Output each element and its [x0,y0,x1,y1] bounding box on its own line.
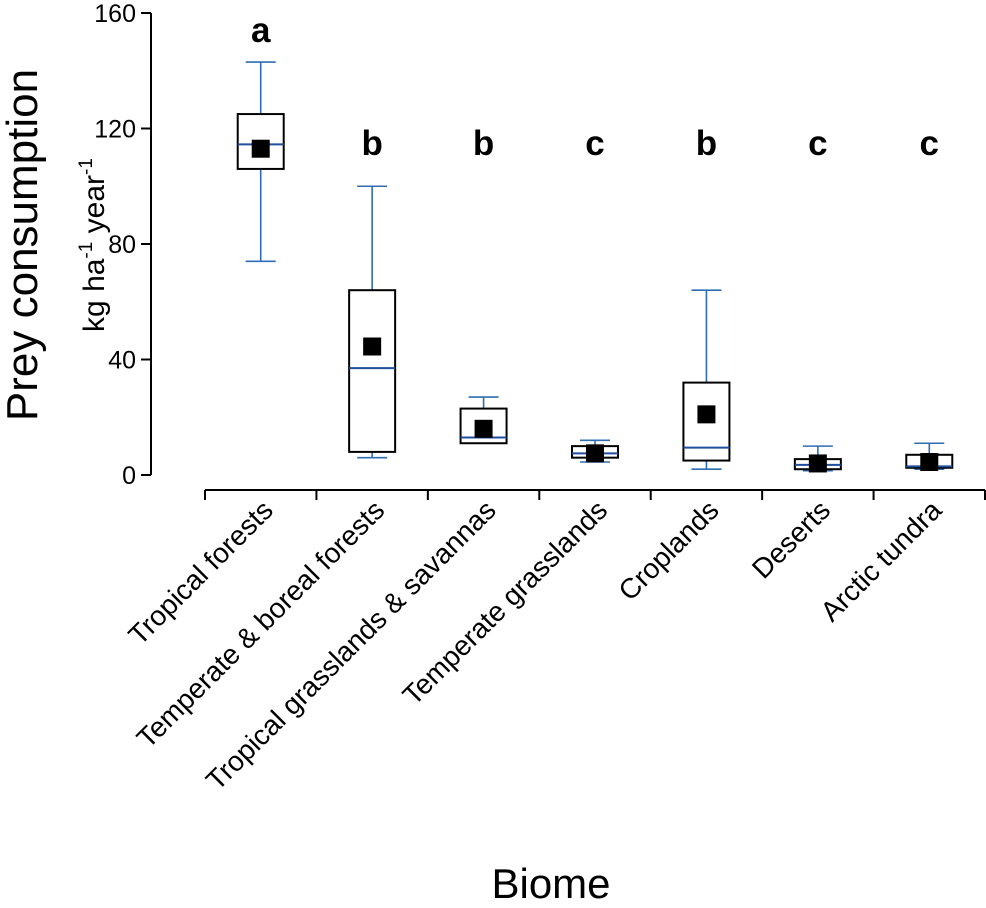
y-unit-base-2: year [78,175,111,242]
significance-letter: b [361,124,382,163]
axes: 0 40 80 120 160 [94,0,986,500]
box-2 [348,185,397,459]
box-3 [459,396,508,445]
box-4 [571,439,619,463]
mean-marker [697,405,716,424]
y-tick-label: 120 [94,116,136,144]
mean-marker [920,453,939,472]
x-category-label: Deserts [746,494,836,584]
y-tick-label: 80 [108,231,136,259]
x-category-label: Temperate grasslands [397,494,614,711]
y-unit-sup-2: -1 [76,158,97,175]
box-1 [236,61,285,263]
box-6 [793,445,842,473]
y-tick-label: 0 [122,462,136,490]
y-tick-label: 40 [108,347,136,375]
iqr-box [348,289,397,453]
significance-letter: b [696,124,717,163]
mean-marker [363,337,382,356]
box-7 [905,442,954,472]
mean-marker [808,454,827,473]
mean-marker [586,444,604,463]
significance-letter: c [920,124,939,163]
y-axis-title: Prey consumption [0,69,47,421]
box-5 [682,289,731,471]
y-unit-base-1: kg ha [78,258,111,332]
significance-letter: c [808,124,827,163]
y-unit-sup-1: -1 [76,242,97,259]
x-category-label: Arctic tundra [814,494,947,627]
significance-letter: b [473,124,494,163]
mean-marker [474,419,493,438]
y-axis-unit: kg ha-1 year-1 [76,158,111,332]
x-axis-title: Biome [491,860,610,903]
mean-marker [251,139,270,158]
box-series: a b b c b c c [236,11,954,473]
y-tick-label: 160 [94,0,136,28]
x-category-label: Croplands [612,494,724,606]
significance-letter: c [585,124,604,163]
significance-letter: a [251,11,271,50]
